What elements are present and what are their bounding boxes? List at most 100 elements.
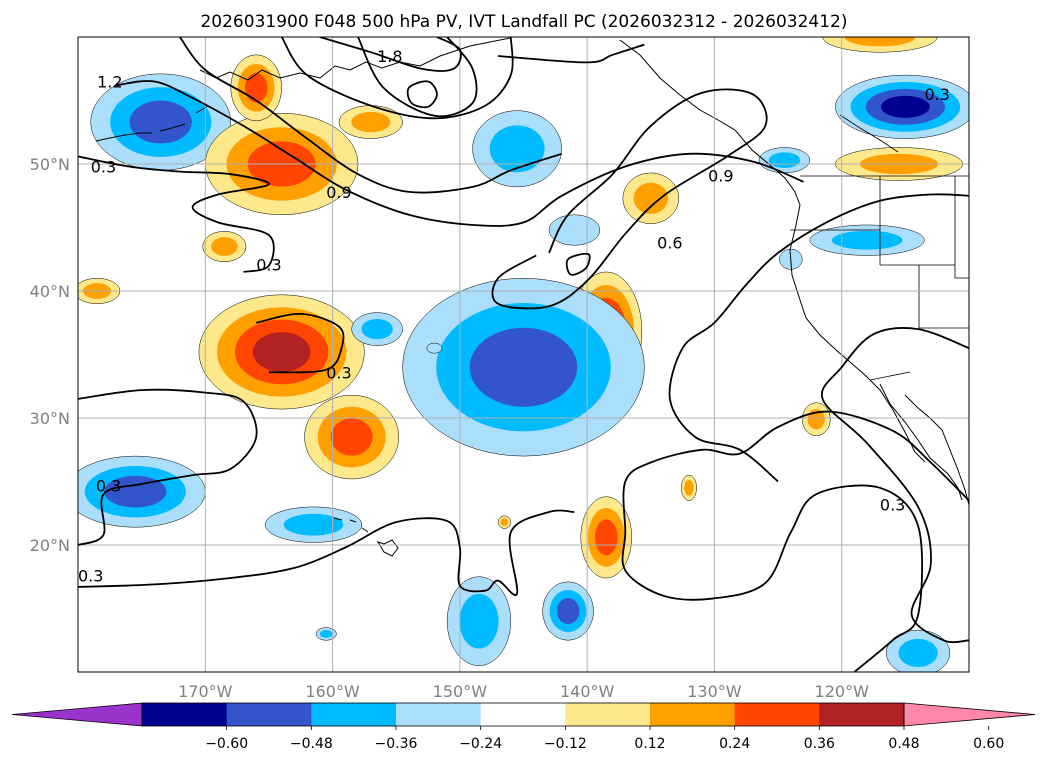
longitude-label: 140°W bbox=[560, 682, 615, 701]
pv-level-fill bbox=[469, 327, 578, 407]
pv-level-fill bbox=[500, 518, 509, 527]
mexico-coastline bbox=[904, 394, 969, 506]
ivt-contour-line bbox=[565, 252, 591, 276]
pv-level-fill bbox=[556, 598, 580, 625]
pv-anomaly-blob bbox=[304, 394, 400, 480]
colorbar-segment bbox=[480, 703, 566, 726]
pv-level-fill bbox=[351, 111, 391, 133]
contour-label: 0.6 bbox=[657, 234, 682, 253]
pv-level-fill bbox=[426, 342, 443, 354]
longitude-label: 160°W bbox=[305, 682, 360, 701]
us-west-coastline bbox=[789, 204, 926, 463]
pv-anomaly-blob bbox=[230, 54, 282, 122]
colorbar-tick-label: 0.36 bbox=[804, 736, 835, 752]
ivt-contour-line bbox=[78, 388, 258, 546]
ivt-contour-line bbox=[406, 80, 438, 109]
alaska-canada-border bbox=[839, 114, 899, 153]
pv-anomaly-blob bbox=[264, 506, 363, 543]
political-borders bbox=[790, 114, 969, 381]
latitude-label: 40°N bbox=[30, 282, 70, 301]
colorbar-tick-label: 0.48 bbox=[888, 736, 919, 752]
longitude-labels: 170°W 160°W 150°W 140°W 130°W 120°W bbox=[178, 682, 869, 701]
contour-label: 0.3 bbox=[96, 476, 121, 495]
ivt-contour-line bbox=[319, 37, 462, 72]
pv-level-fill bbox=[104, 475, 167, 508]
colorbar: −0.60 −0.48 −0.36 −0.24 −0.12 0.12 0.24 0.36 0.4… bbox=[11, 702, 1036, 752]
colorbar-segment bbox=[819, 703, 905, 726]
ivt-contour-line bbox=[491, 88, 768, 310]
pv-anomaly-blob bbox=[580, 496, 632, 579]
pv-anomaly-blob bbox=[802, 402, 831, 437]
colorbar-tick-label: −0.24 bbox=[459, 736, 502, 752]
state-borders bbox=[790, 176, 969, 381]
pv-level-fill bbox=[594, 519, 618, 556]
contour-label: 0.3 bbox=[78, 566, 103, 585]
contour-label: 0.3 bbox=[91, 158, 116, 177]
colorbar-segment bbox=[142, 703, 228, 726]
baja-peninsula bbox=[879, 383, 963, 501]
ivt-contour-line bbox=[357, 37, 478, 118]
colorbar-segment bbox=[650, 703, 736, 726]
colorbar-tick-label: 0.12 bbox=[634, 736, 665, 752]
colorbar-tick-label: −0.48 bbox=[290, 736, 333, 752]
pv-anomaly-blob bbox=[542, 581, 594, 641]
colorbar-tick-label: 0.24 bbox=[719, 736, 750, 752]
contour-label: 0.9 bbox=[326, 183, 351, 202]
pv-anomaly-blob bbox=[402, 278, 645, 457]
pv-level-fill bbox=[684, 480, 694, 496]
colorbar-tick-label: −0.60 bbox=[205, 736, 248, 752]
pv-level-fill bbox=[283, 513, 344, 536]
pv-anomaly-blob bbox=[202, 231, 247, 263]
pv-level-fill bbox=[831, 230, 903, 250]
colorbar-frame bbox=[141, 702, 905, 727]
pv-anomaly-blob bbox=[472, 110, 562, 188]
colorbar-segment bbox=[565, 703, 651, 726]
longitude-label: 150°W bbox=[433, 682, 488, 701]
longitude-label: 130°W bbox=[687, 682, 742, 701]
bc-coastline bbox=[619, 39, 801, 206]
pv-level-fill bbox=[881, 95, 930, 118]
colorbar-segment bbox=[734, 703, 820, 726]
colorbar-segment bbox=[311, 703, 397, 726]
colorbar-tick-label: −0.12 bbox=[544, 736, 587, 752]
map-title: 2026031900 F048 500 hPa PV, IVT Landfall… bbox=[200, 12, 847, 32]
colorbar-segment bbox=[396, 703, 482, 726]
colorbar-tick-label: 0.60 bbox=[973, 736, 1004, 752]
pv-level-fill bbox=[244, 73, 268, 103]
pv-level-fill bbox=[768, 152, 801, 169]
latitude-label: 20°N bbox=[30, 536, 70, 555]
pv-anomaly-blob bbox=[681, 474, 697, 501]
pv-anomaly-blob bbox=[78, 455, 206, 528]
contour-label: 0.3 bbox=[924, 85, 949, 104]
pv-anomaly-blob bbox=[822, 37, 938, 53]
pv-level-fill bbox=[489, 125, 545, 173]
pv-level-fill bbox=[319, 629, 333, 638]
alaska-coastline bbox=[199, 37, 511, 81]
contour-label: 0.9 bbox=[708, 166, 733, 185]
graticule bbox=[78, 37, 969, 672]
pv-anomaly-blob bbox=[315, 627, 337, 641]
pv-anomaly-blob bbox=[835, 74, 969, 139]
ivt-contour-line bbox=[280, 37, 514, 120]
pv-level-fill bbox=[633, 182, 669, 214]
longitude-label: 170°W bbox=[178, 682, 233, 701]
ivt-contour-line bbox=[116, 80, 804, 227]
ivt-contours bbox=[78, 37, 969, 672]
colorbar-tick-label: −0.36 bbox=[375, 736, 418, 752]
latitude-label: 50°N bbox=[30, 155, 70, 174]
pv-anomaly-blob bbox=[446, 576, 512, 666]
pv-anomaly-blob bbox=[497, 515, 512, 529]
pv-level-fill bbox=[129, 100, 192, 144]
pv-anomaly-blob bbox=[426, 342, 443, 354]
pv-level-fill bbox=[548, 214, 601, 246]
ivt-contour-line bbox=[78, 509, 575, 596]
pv-anomaly-blob bbox=[758, 147, 811, 174]
latitude-label: 30°N bbox=[30, 409, 70, 428]
colorbar-extend-high bbox=[903, 702, 1036, 727]
pv-level-fill bbox=[211, 237, 238, 256]
ivt-contour-line bbox=[820, 327, 969, 644]
pv-anomaly-blob bbox=[90, 73, 231, 171]
contour-label: 0.3 bbox=[880, 495, 905, 514]
colorbar-extend-low bbox=[11, 702, 143, 727]
